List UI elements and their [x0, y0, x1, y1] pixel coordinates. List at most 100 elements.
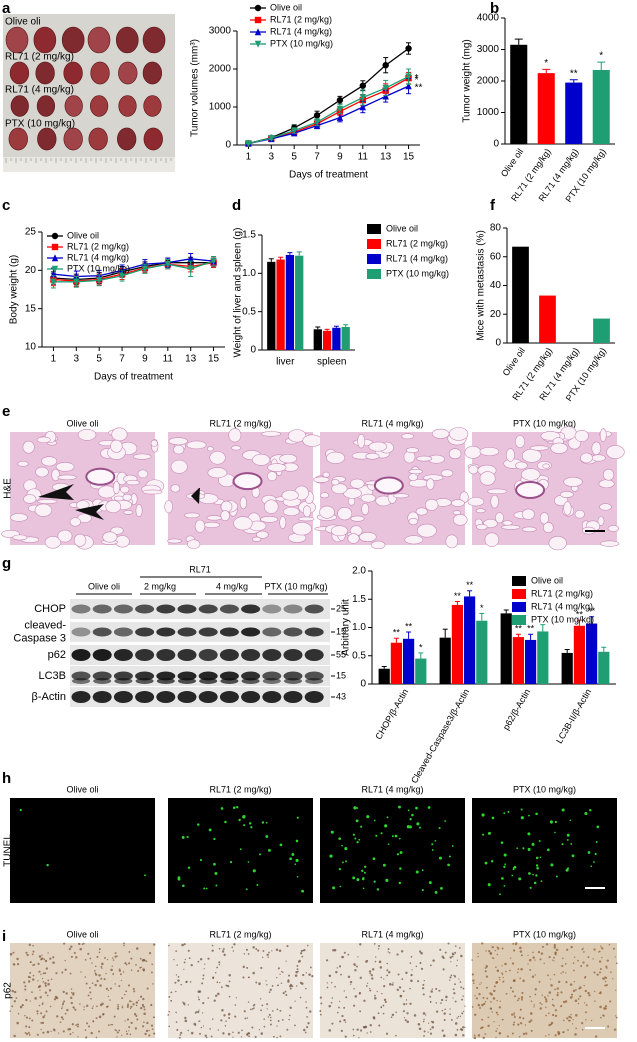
stain-dot [294, 974, 298, 977]
micrograph [168, 798, 313, 903]
band [92, 691, 112, 703]
stain-dot [497, 970, 499, 972]
tunel-dot [376, 888, 380, 891]
stain-dot [374, 960, 377, 963]
stain-dot [99, 1003, 103, 1007]
stain-dot [377, 1012, 380, 1015]
band [304, 649, 324, 661]
stain-dot [541, 1003, 543, 1005]
stain-dot [269, 988, 272, 991]
stain-dot [608, 943, 611, 946]
alveolus [263, 499, 279, 514]
stain-dot [175, 1011, 177, 1014]
stain-dot [252, 971, 255, 975]
stain-dot [246, 1034, 249, 1036]
stain-dot [449, 976, 452, 979]
stain-dot [604, 976, 607, 979]
stain-dot [513, 1014, 515, 1016]
arrowhead [75, 504, 104, 520]
stain-dot [305, 1001, 307, 1003]
tunel-dot [394, 834, 398, 838]
significance-label: ** [576, 610, 584, 620]
stain-dot [96, 1005, 98, 1008]
tunel-dot [533, 881, 537, 885]
stain-dot [222, 1032, 225, 1035]
stain-dot [24, 988, 27, 991]
tunel-dot [531, 842, 535, 846]
stain-dot [396, 953, 399, 956]
stain-dot [534, 988, 537, 991]
bar [390, 642, 402, 684]
stain-dot [184, 1004, 186, 1006]
stain-dot [459, 1028, 463, 1031]
stain-dot [197, 990, 201, 993]
stain-dot [522, 1017, 525, 1020]
stain-dot [25, 998, 28, 1002]
stain-dot [560, 991, 563, 994]
stain-dot [168, 1025, 170, 1028]
alveolus [320, 492, 330, 499]
tunel-dot [399, 851, 403, 855]
stain-dot [422, 1012, 426, 1015]
bar [378, 668, 390, 684]
stain-dot [543, 962, 545, 965]
stain-dot [418, 1027, 422, 1031]
stain-dot [451, 955, 454, 958]
stain-dot [609, 1000, 612, 1003]
band [135, 691, 155, 703]
tunel-dot [535, 864, 539, 867]
stain-dot [124, 962, 127, 965]
stain-dot [472, 982, 475, 984]
tunel-dot [247, 861, 250, 863]
error-bar [418, 652, 424, 659]
stain-dot [82, 942, 85, 945]
stain-dot [204, 1034, 207, 1037]
stain-dot [520, 996, 524, 999]
stain-dot [105, 972, 107, 975]
stain-dot [55, 972, 58, 975]
stain-dot [359, 993, 361, 995]
tunel-dot [144, 874, 146, 877]
stain-dot [19, 1005, 23, 1009]
stain-dot [493, 985, 496, 988]
tunel-dot [267, 848, 271, 852]
stain-dot [118, 1029, 121, 1032]
stain-dot [489, 952, 492, 955]
image-label: PTX (10 mg/kg) [513, 784, 576, 794]
stain-dot [594, 1000, 596, 1003]
stain-dot [441, 1009, 444, 1012]
series-line [248, 76, 409, 145]
stain-dot [328, 974, 332, 977]
tunel-dot [482, 833, 485, 836]
stain-dot [486, 986, 488, 989]
y-tick-label: 3000 [477, 44, 500, 55]
stain-dot [151, 1028, 154, 1031]
stain-dot [217, 1029, 219, 1031]
stain-dot [106, 958, 109, 961]
tunel-dot [245, 888, 248, 891]
stain-dot [491, 1011, 493, 1013]
stain-dot [288, 1014, 291, 1017]
stain-dot [522, 1032, 526, 1036]
stain-dot [91, 962, 93, 964]
stain-dot [263, 1018, 266, 1020]
stain-dot [566, 948, 569, 951]
stain-dot [135, 964, 137, 966]
stain-dot [532, 956, 535, 959]
alveolus [17, 461, 29, 467]
band [135, 604, 155, 614]
stain-dot [383, 978, 385, 980]
stain-dot [352, 1034, 355, 1037]
tunel-dot [203, 887, 206, 890]
stain-dot [300, 952, 303, 955]
stain-dot [550, 1021, 554, 1025]
stain-dot [598, 960, 602, 963]
mw-label: 25 [336, 603, 346, 613]
stain-dot [28, 1026, 31, 1029]
stain-dot [429, 995, 432, 998]
stain-dot [232, 1036, 234, 1038]
stain-dot [217, 992, 220, 996]
stain-dot [422, 993, 425, 996]
alveolus [591, 441, 602, 456]
stain-dot [60, 1007, 63, 1010]
